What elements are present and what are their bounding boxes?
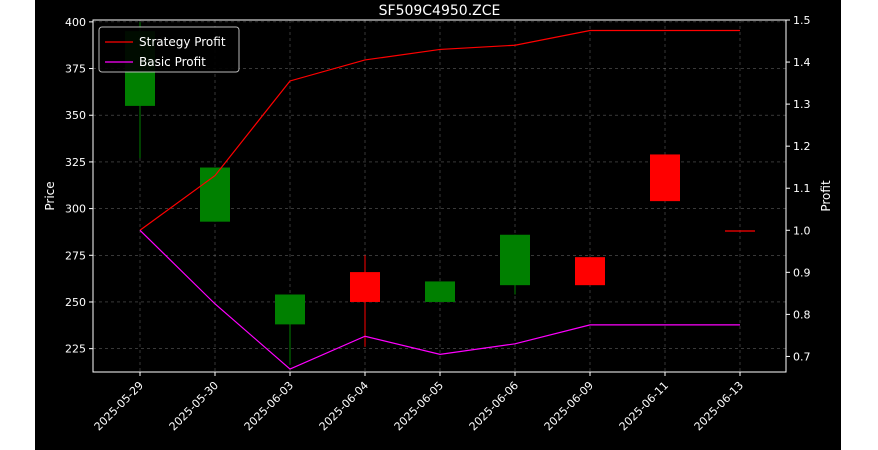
- candle-body: [650, 154, 680, 202]
- candle-body: [425, 281, 455, 302]
- chart-title: SF509C4950.ZCE: [379, 3, 501, 19]
- series-line-strategy-profit: [139, 29, 740, 231]
- y-tick-label-right: 1.3: [793, 98, 811, 111]
- y-tick-label-left: 300: [65, 203, 86, 216]
- y-axis-label-right: Profit: [819, 180, 833, 212]
- y-tick-label-right: 1.5: [793, 14, 811, 27]
- candle-body: [500, 234, 530, 286]
- candle-body: [575, 257, 605, 286]
- y-tick-label-left: 350: [65, 109, 86, 122]
- grid-layer: [93, 20, 786, 372]
- x-tick-label: 2025-05-30: [167, 379, 221, 433]
- x-tick-label: 2025-05-29: [92, 379, 146, 433]
- axis-layer: 2025-05-29 2025-05-30 2025-06-03 2025-06-04…: [65, 14, 811, 433]
- candle-layer: [125, 21, 755, 364]
- y-tick-label-left: 400: [65, 16, 86, 29]
- candlestick-chart: 2025-05-29 2025-05-30 2025-06-03 2025-06-04…: [43, 3, 833, 433]
- x-tick-label: 2025-06-11: [617, 379, 671, 433]
- y-tick-label-left: 375: [65, 63, 86, 76]
- y-tick-label-left: 250: [65, 296, 86, 309]
- y-tick-label-right: 1.1: [793, 182, 811, 195]
- candle-body: [200, 167, 230, 222]
- x-tick-label: 2025-06-09: [542, 379, 596, 433]
- candle-body: [275, 294, 305, 325]
- y-tick-label-right: 1.4: [793, 56, 811, 69]
- y-tick-label-right: 0.8: [793, 308, 811, 321]
- candle-body: [350, 272, 380, 302]
- chart-canvas: 2025-05-29 2025-05-30 2025-06-03 2025-06-04…: [35, 0, 841, 450]
- plot-frame: [92, 19, 787, 373]
- x-tick-label: 2025-06-05: [392, 379, 446, 433]
- y-tick-label-right: 1.0: [793, 224, 811, 237]
- legend-label: Strategy Profit: [139, 35, 226, 49]
- legend-frame: [98, 26, 240, 73]
- legend-label: Basic Profit: [139, 55, 206, 69]
- legend: Strategy Profit Basic Profit: [98, 26, 240, 73]
- series-line-basic-profit: [139, 229, 740, 370]
- x-tick-label: 2025-06-03: [242, 379, 296, 433]
- x-tick-label: 2025-06-13: [692, 379, 746, 433]
- x-tick-label: 2025-06-04: [317, 379, 371, 433]
- y-tick-label-right: 0.9: [793, 266, 811, 279]
- y-tick-label-left: 325: [65, 156, 86, 169]
- y-axis-label-left: Price: [43, 181, 57, 210]
- y-tick-label-right: 1.2: [793, 140, 811, 153]
- y-tick-label-right: 0.7: [793, 350, 811, 363]
- x-tick-label: 2025-06-06: [467, 379, 521, 433]
- profit-line-layer: [139, 29, 740, 370]
- y-tick-label-left: 275: [65, 249, 86, 262]
- y-tick-label-left: 225: [65, 343, 86, 356]
